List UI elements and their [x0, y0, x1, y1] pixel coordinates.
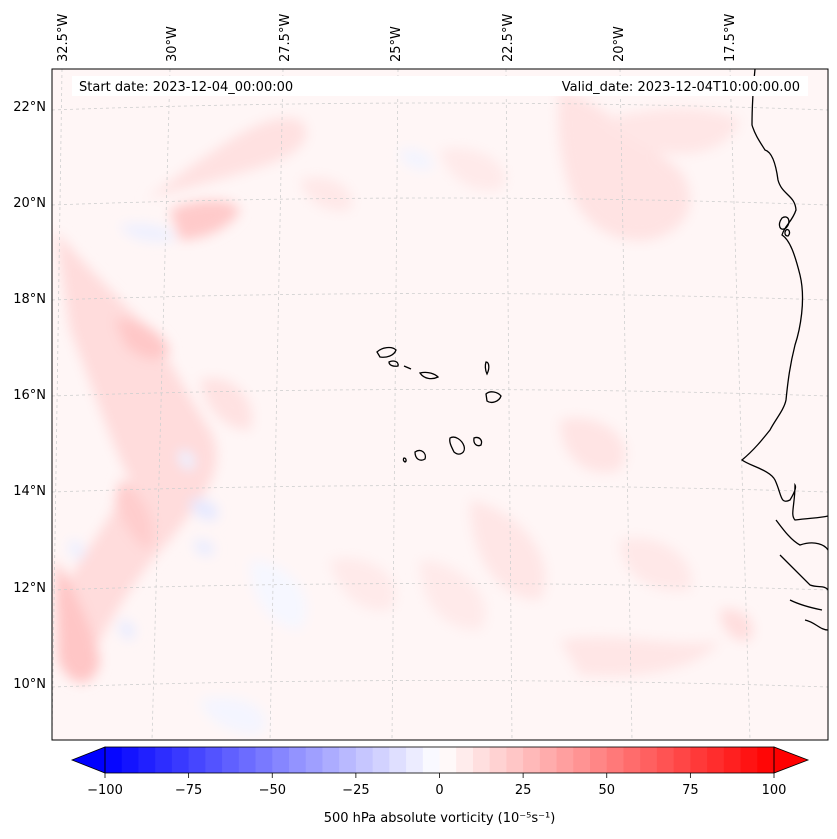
colorbar-segment [171, 747, 190, 773]
colorbar-segment [339, 747, 357, 773]
colorbar-segment [288, 747, 307, 773]
cbar-tick-label: −75 [175, 783, 202, 798]
cbar-tick-label: 0 [435, 783, 443, 798]
colorbar-segment [707, 747, 725, 773]
colorbar-segment [623, 747, 641, 773]
lat-label: 22°N [13, 100, 46, 115]
latitude-labels: 22°N 20°N 18°N 16°N 14°N 12°N 10°N [13, 100, 46, 692]
colorbar-segment [322, 747, 340, 773]
colorbar-segment [523, 747, 541, 773]
cbar-tick-label: 75 [682, 783, 699, 798]
colorbar-label: 500 hPa absolute vorticity (10⁻⁵s⁻¹) [324, 811, 556, 826]
colorbar-segment [606, 747, 624, 773]
lon-label: 20°W [612, 26, 627, 62]
cbar-tick-label: 50 [599, 783, 616, 798]
colorbar-segment [506, 747, 524, 773]
colorbar-segments [105, 747, 775, 773]
colorbar-segment [740, 747, 758, 773]
colorbar-segment [673, 747, 691, 773]
lon-label: 25°W [389, 26, 404, 62]
cbar-tick-label: −25 [342, 783, 369, 798]
colorbar-segment [723, 747, 742, 773]
cbar-tick-label: 100 [762, 783, 787, 798]
colorbar-segment [472, 747, 491, 773]
lat-label: 16°N [13, 388, 46, 403]
colorbar-segment [656, 747, 675, 773]
colorbar-segment [205, 747, 223, 773]
lat-label: 20°N [13, 196, 46, 211]
colorbar-segment [439, 747, 457, 773]
graticule [52, 69, 828, 740]
colorbar-segment [590, 747, 608, 773]
coastline [740, 69, 828, 631]
colorbar-segment [255, 747, 273, 773]
lat-label: 14°N [13, 484, 46, 499]
colorbar-segment [489, 747, 507, 773]
colorbar-segment [188, 747, 206, 773]
lon-label: 17.5°W [723, 14, 738, 62]
colorbar-segment [690, 747, 708, 773]
colorbar-segment [573, 747, 591, 773]
vorticity-field [55, 90, 753, 735]
lat-label: 18°N [13, 292, 46, 307]
colorbar-segment [372, 747, 390, 773]
longitude-labels: 32.5°W 30°W 27.5°W 25°W 22.5°W 20°W 17.5… [56, 14, 738, 62]
colorbar-segment [422, 747, 440, 773]
colorbar: −100 −75 −50 −25 0 25 50 75 100 500 hPa … [70, 746, 810, 826]
colorbar-segment [456, 747, 474, 773]
colorbar-segment [222, 747, 240, 773]
colorbar-segment [105, 747, 123, 773]
colorbar-segment [305, 747, 323, 773]
info-header: Start date: 2023-12-04_00:00:00 Valid_da… [72, 76, 808, 96]
colorbar-segment [640, 747, 658, 773]
colorbar-max-extension [773, 746, 810, 774]
colorbar-tick-labels: −100 −75 −50 −25 0 25 50 75 100 [87, 783, 786, 798]
colorbar-segment [556, 747, 574, 773]
lat-label: 12°N [13, 581, 46, 596]
colorbar-segment [389, 747, 407, 773]
colorbar-segment [355, 747, 374, 773]
lat-label: 10°N [13, 677, 46, 692]
colorbar-segment [155, 747, 173, 773]
colorbar-ticks [104, 773, 775, 778]
colorbar-segment [406, 747, 424, 773]
start-date-text: Start date: 2023-12-04_00:00:00 [79, 80, 293, 95]
colorbar-segment [272, 747, 290, 773]
map-panel: Start date: 2023-12-04_00:00:00 Valid_da… [51, 68, 829, 741]
colorbar-min-extension [70, 746, 106, 774]
colorbar-segment [757, 747, 775, 773]
lon-label: 27.5°W [278, 14, 293, 62]
cbar-tick-label: −50 [259, 783, 286, 798]
colorbar-segment [121, 747, 139, 773]
lon-label: 30°W [165, 26, 180, 62]
colorbar-segment [138, 747, 156, 773]
colorbar-segment [238, 747, 257, 773]
cbar-tick-label: 25 [515, 783, 532, 798]
lon-label: 22.5°W [501, 14, 516, 62]
cbar-tick-label: −100 [87, 783, 123, 798]
lon-label: 32.5°W [56, 14, 71, 62]
cape-verde-islands [376, 346, 502, 463]
colorbar-segment [539, 747, 558, 773]
valid-date-text: Valid_date: 2023-12-04T10:00:00.00 [562, 80, 800, 95]
